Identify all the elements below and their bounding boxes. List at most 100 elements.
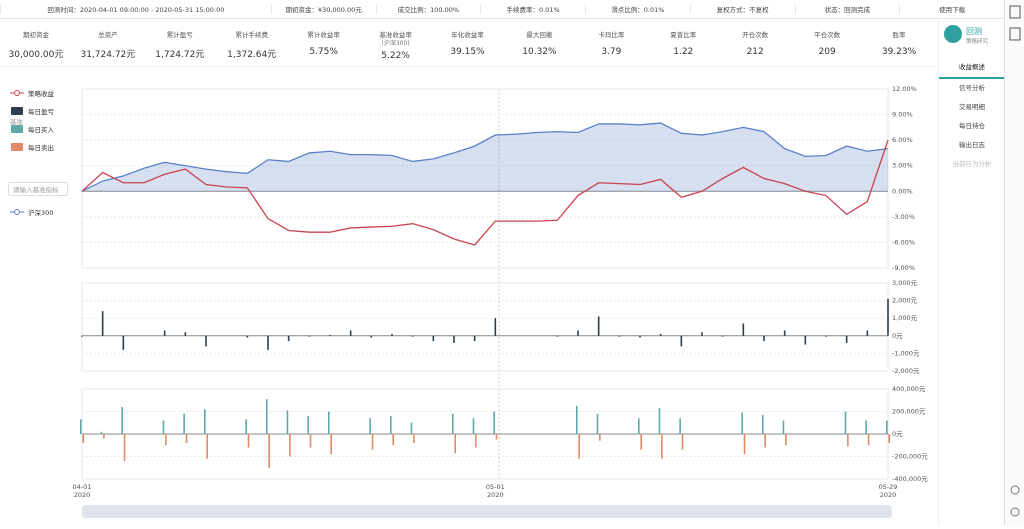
line xyxy=(81,122,889,192)
stat-value: 5.22% xyxy=(381,51,410,61)
icon[interactable] xyxy=(1010,507,1020,517)
bar xyxy=(783,330,786,336)
menu-item[interactable]: 每日持仓 xyxy=(959,122,985,130)
plot-frame xyxy=(81,282,889,372)
bar xyxy=(475,434,477,448)
stat: 期初资金 30,000.00元 xyxy=(0,20,72,66)
menu-item[interactable]: 当前行为分析 xyxy=(952,160,992,168)
bar xyxy=(452,413,454,434)
bar xyxy=(658,408,661,434)
y-tick-label: 2,000元 xyxy=(892,297,918,305)
stat-label: 平仓次数 xyxy=(814,31,841,39)
bar xyxy=(121,407,123,434)
stat-label: 胜率 xyxy=(892,31,906,39)
stat: 总资产 31,724.72元 xyxy=(72,20,144,66)
bar xyxy=(370,335,373,338)
header-item: 手续费率：0.01% xyxy=(480,4,585,14)
bar xyxy=(763,335,765,342)
legend-icon xyxy=(10,209,24,215)
stat-label: 年化收益率 xyxy=(451,31,484,39)
bar xyxy=(454,434,456,454)
stat-value: 5.75% xyxy=(309,47,338,57)
stat-label: 开仓次数 xyxy=(742,31,769,39)
bar xyxy=(122,335,125,350)
bar xyxy=(81,335,83,337)
stat: 年化收益率 39.15% xyxy=(432,20,504,66)
icon[interactable] xyxy=(1009,5,1021,19)
legend-item[interactable]: 每日卖出 xyxy=(10,142,54,152)
icon[interactable] xyxy=(1009,27,1021,41)
legend-box xyxy=(11,125,23,133)
menu-item[interactable]: 信号分析 xyxy=(959,84,985,92)
bar xyxy=(308,335,311,337)
bar xyxy=(247,434,250,448)
legend-icon xyxy=(10,90,24,96)
icon[interactable] xyxy=(1010,485,1020,495)
bar xyxy=(206,434,208,459)
bar xyxy=(246,335,249,338)
y-tick-label: -6.00% xyxy=(892,238,915,246)
legend-label: 策略收益 xyxy=(28,90,54,98)
bar xyxy=(721,335,724,337)
bar xyxy=(101,311,104,336)
header-item: 回测时间：2020-04-01 09:00:00 - 2020-05-31 15… xyxy=(0,4,271,14)
bar xyxy=(80,419,82,434)
bar xyxy=(659,334,662,336)
line xyxy=(81,139,889,246)
legend-item[interactable]: 沪深300 xyxy=(10,207,53,217)
bar xyxy=(245,419,247,434)
bar xyxy=(741,412,743,434)
y-tick-label: -3.00% xyxy=(892,213,915,221)
legend-dot xyxy=(14,209,20,215)
bar xyxy=(764,434,766,448)
benchmark-input[interactable]: 请输入基准指标 xyxy=(8,182,68,196)
header-item: 使用下载 xyxy=(899,4,1004,14)
sidebar-head: 回测 策略研究 xyxy=(939,20,1005,58)
legend-item[interactable]: 每日盈亏 xyxy=(10,106,54,116)
bar xyxy=(782,420,785,434)
menu-item[interactable]: 交易明细 xyxy=(959,103,985,111)
y-tick-label: -400,000元 xyxy=(892,475,928,483)
bar xyxy=(204,409,206,434)
scrollbar[interactable] xyxy=(82,505,892,518)
bar xyxy=(266,399,268,434)
bar xyxy=(289,434,291,457)
stat-value: 30,000.00元 xyxy=(8,50,64,60)
menu-item[interactable]: 输出日志 xyxy=(959,141,985,149)
bar xyxy=(743,434,746,455)
charts: 04-01202005-01202005-29202012.00%9.00%6.… xyxy=(73,85,928,518)
bar xyxy=(866,330,869,336)
x-tick-label: 05-01 xyxy=(486,483,505,491)
header-item: 成交比例：100.00% xyxy=(375,4,481,14)
bar xyxy=(638,418,640,434)
legend-label: 沪深300 xyxy=(28,209,54,217)
menu-item[interactable]: 收益概述 xyxy=(939,58,1005,79)
bar xyxy=(886,420,888,434)
sidebar-subtitle: 策略研究 xyxy=(966,39,989,45)
stat: 累计手续费 1,372.64元 xyxy=(216,20,288,66)
y-tick-label: 6.00% xyxy=(892,136,913,144)
bar xyxy=(371,434,374,450)
bar xyxy=(349,330,352,336)
bar xyxy=(329,334,331,336)
bar xyxy=(681,434,684,450)
bar xyxy=(844,411,847,434)
bar xyxy=(639,335,641,338)
bar xyxy=(888,434,890,443)
bar xyxy=(162,420,165,434)
stat-value: 31,724.72元 xyxy=(80,50,136,60)
bar xyxy=(825,335,827,337)
stat-note: (沪深300) xyxy=(381,40,410,47)
stat: 最大回撤 10.32% xyxy=(503,20,575,66)
legend-item[interactable]: 策略收益 xyxy=(10,88,54,98)
y-tick-label: 0元 xyxy=(892,332,903,340)
menu: 收益概述信号分析交易明细每日持仓输出日志当前行为分析 xyxy=(939,58,1005,174)
y-tick-label: 12.00% xyxy=(892,85,917,93)
legend-item[interactable]: 每日买入 xyxy=(10,124,54,134)
stat-value: 10.32% xyxy=(522,47,557,57)
bar xyxy=(369,418,371,434)
bar xyxy=(701,332,703,336)
bar xyxy=(82,434,84,443)
stat: 开仓次数 212 xyxy=(719,20,791,66)
legend-icon xyxy=(11,107,23,115)
